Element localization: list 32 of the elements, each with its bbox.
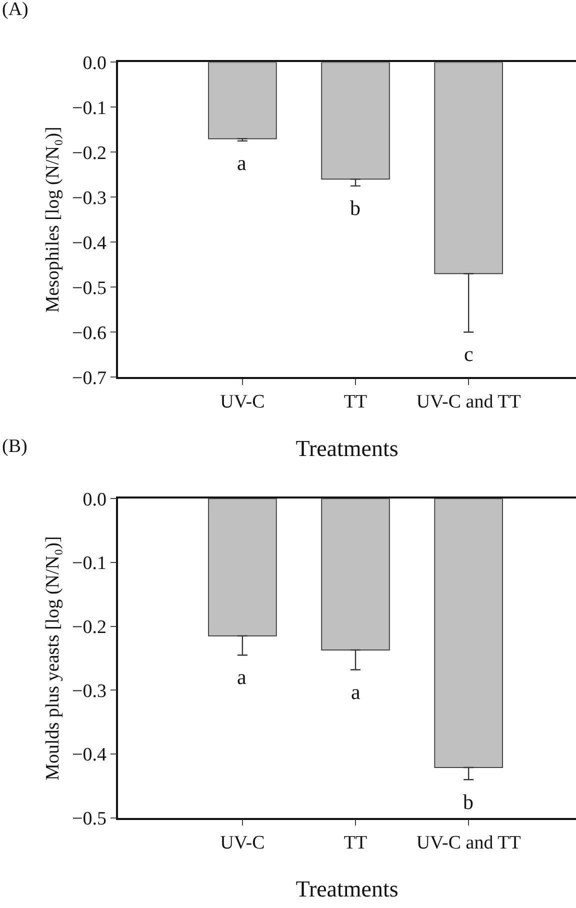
y-tick-label: 0.0: [82, 489, 107, 510]
x-axis-title: Treatments: [296, 436, 398, 461]
y-axis-title: Mesophiles [log (N/N₀)]: [42, 126, 64, 313]
y-tick-label: −0.2: [72, 142, 107, 164]
x-tick-label: UV-C: [220, 832, 265, 854]
y-tick-label: −0.4: [72, 232, 108, 254]
annotation: a: [237, 151, 247, 175]
annotation: b: [463, 790, 474, 814]
annotation: a: [237, 665, 247, 689]
y-tick-label: −0.3: [72, 188, 107, 209]
x-axis-title: Treatments: [296, 876, 398, 902]
x-tick-label: TT: [344, 832, 368, 854]
y-tick-label: −0.1: [72, 98, 107, 119]
y-tick-label: −0.1: [72, 553, 107, 574]
y-tick-label: −0.6: [72, 322, 107, 344]
x-tick-label: UV-C and TT: [416, 392, 522, 413]
x-tick-label: UV-C: [220, 392, 265, 413]
x-tick-label: TT: [344, 392, 368, 413]
y-tick-label: 0.0: [82, 52, 107, 74]
y-tick-label: −0.3: [72, 680, 107, 702]
annotation: a: [351, 680, 361, 704]
annotation: c: [464, 342, 474, 366]
y-tick-label: −0.2: [72, 617, 107, 638]
chart-title: (A): [2, 0, 28, 20]
y-tick-label: −0.7: [72, 368, 107, 389]
annotation: b: [350, 196, 360, 220]
x-tick-label: UV-C and TT: [416, 832, 522, 854]
y-tick-label: −0.5: [72, 278, 107, 299]
y-axis-title: Moulds plus yeasts [log (N/N₀)]: [42, 536, 64, 780]
y-tick-label: −0.5: [72, 808, 107, 830]
y-tick-label: −0.4: [72, 744, 108, 766]
chart-title: (B): [2, 436, 28, 457]
